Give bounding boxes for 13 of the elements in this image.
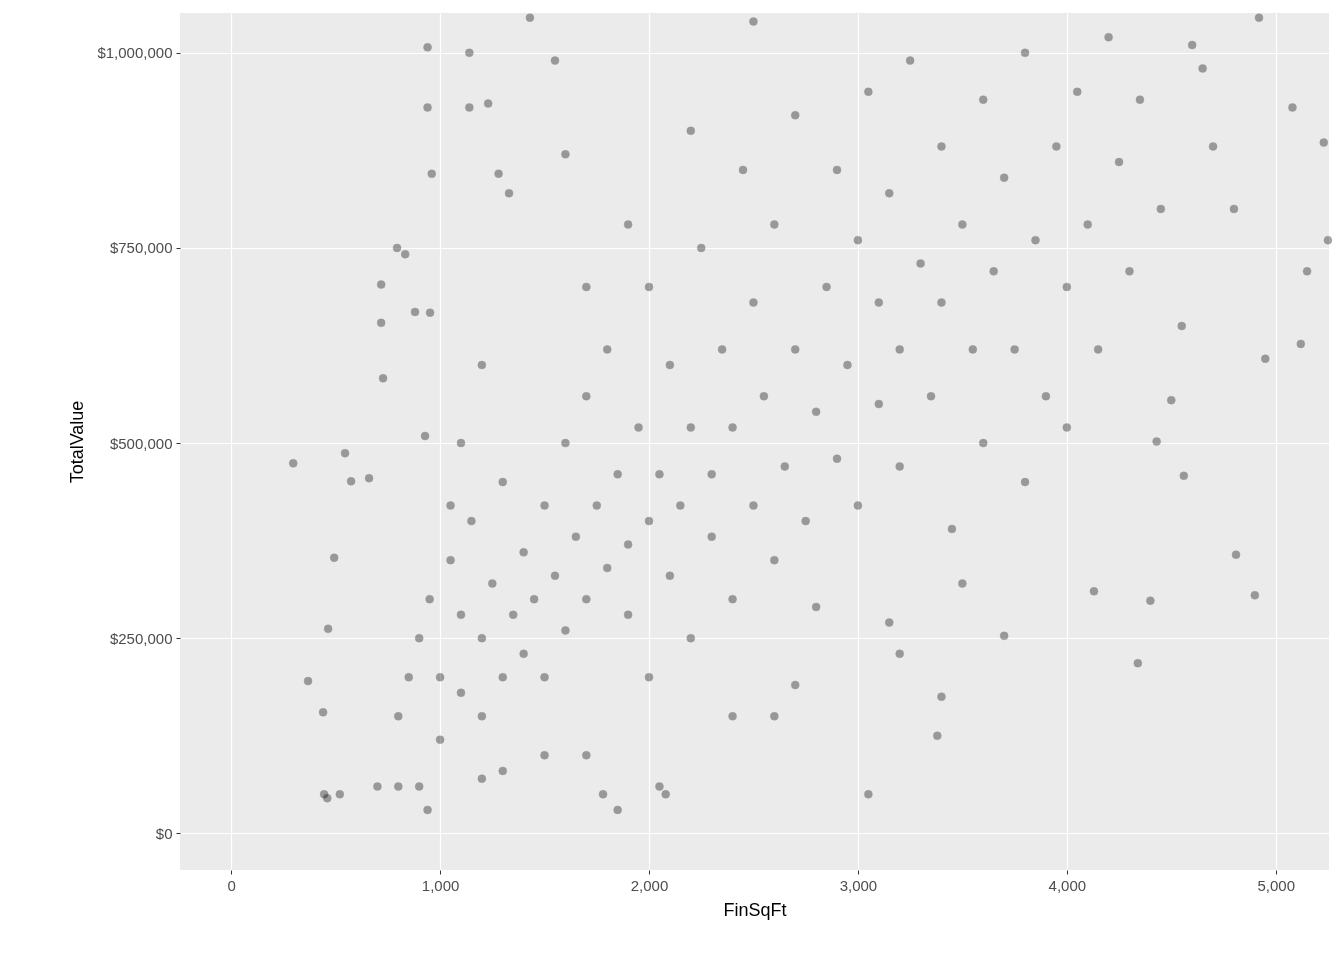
x-tick-label: 3,000 <box>839 876 878 894</box>
x-tick-label: 5,000 <box>1257 876 1295 894</box>
x-tick-label: 1,000 <box>421 876 460 894</box>
x-tick-label: 4,000 <box>1048 876 1087 894</box>
y-tick-label: $1,000,000 <box>97 44 173 62</box>
y-tick-label: $500,000 <box>109 434 173 452</box>
x-tick-label: 0 <box>227 876 236 894</box>
y-tick-label: $250,000 <box>109 629 173 647</box>
y-axis-title: TotalValue <box>67 400 88 484</box>
y-tick-label: $0 <box>155 824 173 842</box>
x-axis-title: FinSqFt <box>723 899 787 920</box>
y-tick-label: $750,000 <box>109 239 173 257</box>
x-tick-label: 2,000 <box>630 876 669 894</box>
